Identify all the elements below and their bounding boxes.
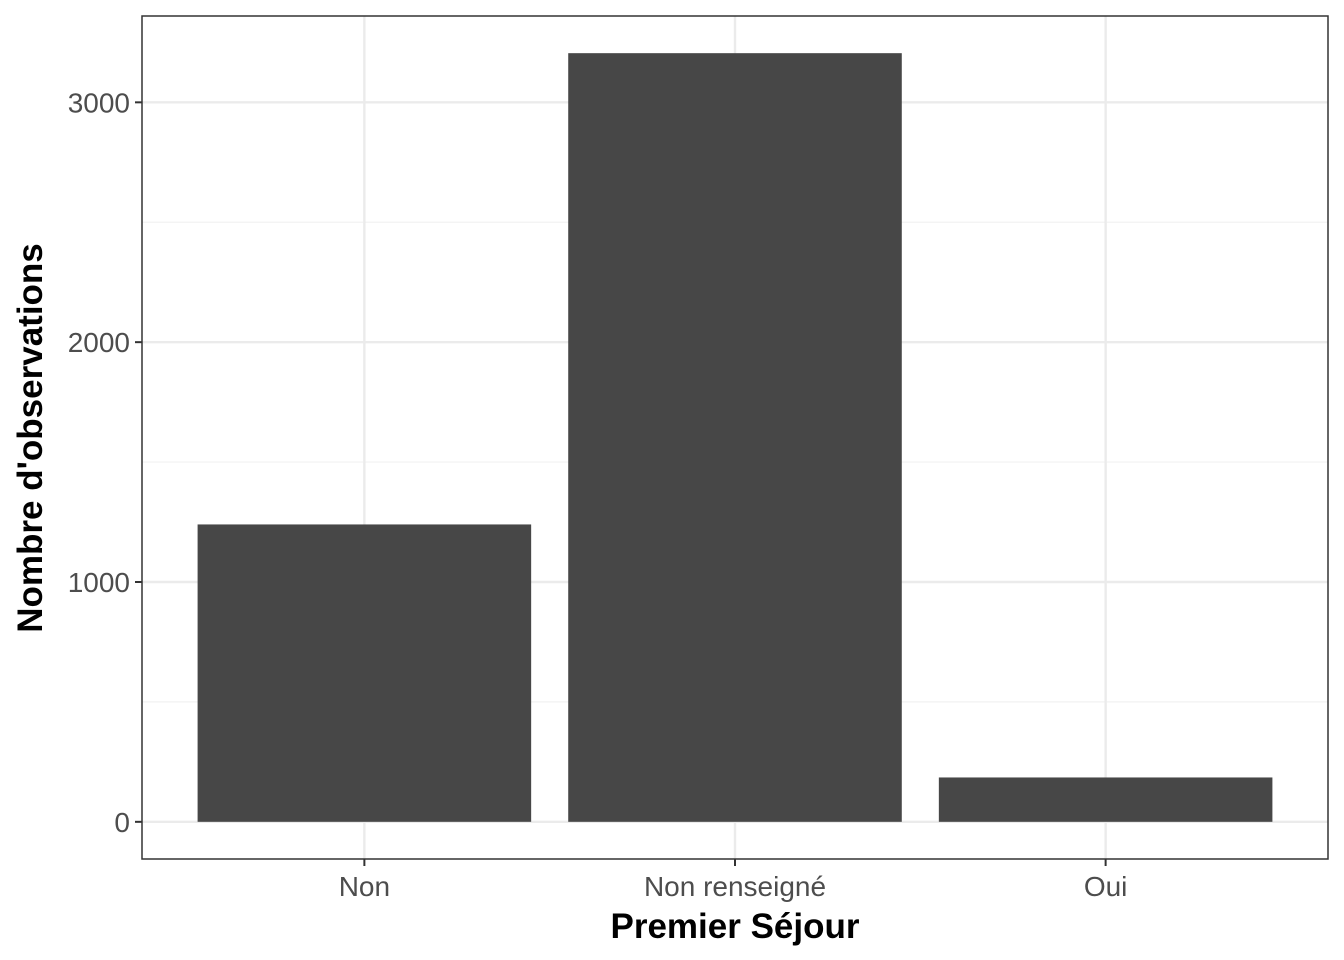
x-tick-label: Non renseigné — [644, 871, 826, 902]
x-tick-label: Oui — [1084, 871, 1128, 902]
y-axis: 0 1000 2000 3000 — [68, 87, 142, 838]
y-axis-title: Nombre d'observations — [11, 243, 50, 633]
x-tick-label: Non — [339, 871, 390, 902]
x-axis-title: Premier Séjour — [611, 907, 860, 946]
bars — [197, 53, 1273, 822]
bar — [197, 524, 532, 822]
y-tick-label: 0 — [114, 807, 130, 838]
x-axis: Non Non renseigné Oui — [339, 859, 1128, 902]
y-tick-label: 2000 — [68, 327, 130, 358]
bar — [568, 53, 902, 822]
bar — [938, 777, 1273, 822]
y-tick-label: 1000 — [68, 567, 130, 598]
y-tick-label: 3000 — [68, 87, 130, 118]
